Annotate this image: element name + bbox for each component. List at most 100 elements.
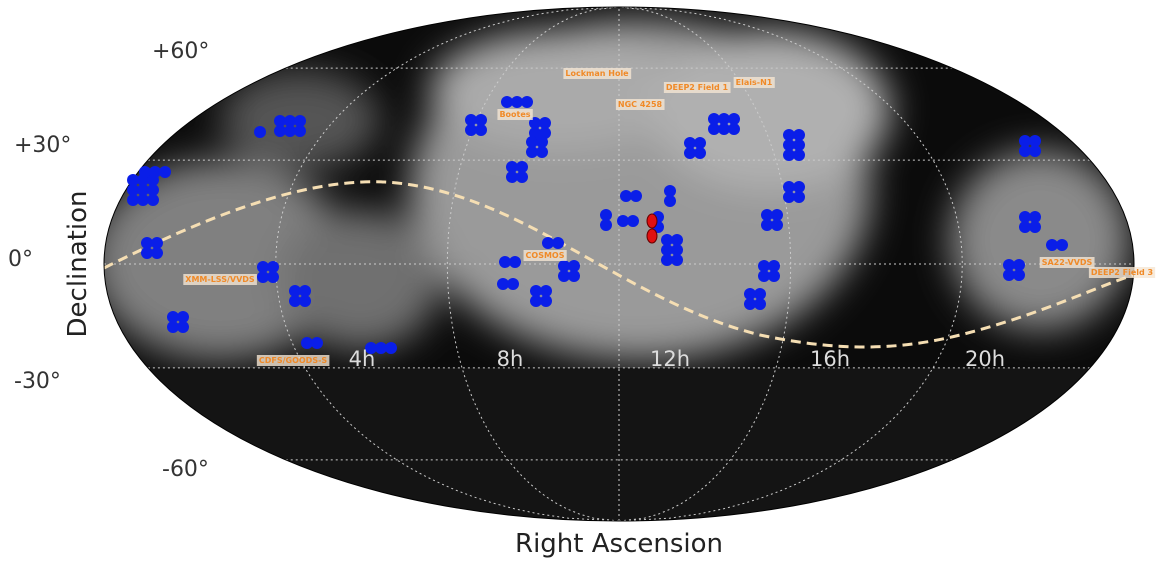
field-pointing <box>684 147 696 159</box>
field-pointing <box>365 342 377 354</box>
field-pointing <box>1046 239 1058 251</box>
field-label-background <box>663 82 731 93</box>
field-pointing <box>718 123 730 135</box>
field-pointing <box>141 237 153 249</box>
field-pointing <box>177 311 189 323</box>
field-pointing <box>475 124 487 136</box>
field-pointing <box>783 191 795 203</box>
dec-tick-label: -30° <box>14 369 61 394</box>
field-pointing <box>783 149 795 161</box>
field-pointing <box>507 278 519 290</box>
field-pointing <box>1029 135 1041 147</box>
field-pointing <box>1029 145 1041 157</box>
field-label: DEEP2 Field 1 <box>666 83 729 92</box>
x-axis-label: Right Ascension <box>515 529 723 559</box>
field-pointing <box>627 215 639 227</box>
field-pointing <box>1019 145 1031 157</box>
field-label: SA22-VVDS <box>1042 258 1093 267</box>
field-pointing <box>568 260 580 272</box>
field-label: CDFS/GOODS-S <box>259 356 328 365</box>
field-pointing <box>793 139 805 151</box>
ra-tick-label: 16h <box>810 347 850 371</box>
field-pointing <box>771 209 783 221</box>
field-pointing <box>793 149 805 161</box>
field-pointing <box>151 247 163 259</box>
field-pointing <box>289 285 301 297</box>
field-pointing <box>540 285 552 297</box>
field-pointing <box>758 270 770 282</box>
field-pointing <box>754 288 766 300</box>
field-pointing <box>708 123 720 135</box>
field-pointing <box>475 114 487 126</box>
field-pointing <box>536 136 548 148</box>
field-pointing <box>761 209 773 221</box>
field-label-background <box>523 250 567 261</box>
field-pointing <box>501 96 513 108</box>
field-pointing <box>694 147 706 159</box>
field-pointing <box>783 139 795 151</box>
field-pointing <box>149 166 161 178</box>
field-label: Elais-N1 <box>736 78 773 87</box>
highlight-pointing <box>646 213 658 229</box>
field-pointing <box>600 209 612 221</box>
field-label-background <box>615 99 665 110</box>
field-pointing <box>1013 259 1025 271</box>
field-pointing <box>758 260 770 272</box>
field-pointing <box>1019 221 1031 233</box>
field-pointing <box>664 195 676 207</box>
field-pointing <box>299 285 311 297</box>
field-pointing <box>530 285 542 297</box>
field-label-background <box>733 77 775 88</box>
field-pointing <box>147 194 159 206</box>
field-pointing <box>1029 211 1041 223</box>
survey-fields <box>127 96 1068 354</box>
field-pointing <box>793 129 805 141</box>
dec-tick-label: +30° <box>14 133 71 158</box>
field-pointing <box>159 166 171 178</box>
field-pointing <box>744 298 756 310</box>
field-pointing <box>274 115 286 127</box>
field-pointing <box>1019 211 1031 223</box>
field-pointing <box>294 115 306 127</box>
field-pointing <box>141 247 153 259</box>
field-label-background <box>497 109 533 120</box>
field-pointing <box>127 174 139 186</box>
field-label: XMM-LSS/VVDS <box>185 275 255 284</box>
field-pointing <box>465 114 477 126</box>
field-pointing <box>1003 269 1015 281</box>
field-pointing <box>661 234 673 246</box>
field-pointing <box>600 219 612 231</box>
field-pointing <box>793 191 805 203</box>
field-pointing <box>661 254 673 266</box>
field-pointing <box>516 161 528 173</box>
field-pointing <box>311 337 323 349</box>
field-pointing <box>671 234 683 246</box>
field-pointing <box>267 271 279 283</box>
field-pointing <box>684 137 696 149</box>
field-pointing <box>530 295 542 307</box>
field-pointing <box>257 271 269 283</box>
field-pointing <box>127 184 139 196</box>
field-pointing <box>284 125 296 137</box>
field-pointing <box>1003 259 1015 271</box>
field-pointing <box>728 123 740 135</box>
field-pointing <box>127 194 139 206</box>
ra-tick-label: 12h <box>650 347 690 371</box>
field-pointing <box>516 171 528 183</box>
field-pointing <box>506 171 518 183</box>
field-pointing <box>526 146 538 158</box>
field-pointing <box>301 337 313 349</box>
field-pointing <box>499 256 511 268</box>
field-pointing <box>1019 135 1031 147</box>
field-pointing <box>783 181 795 193</box>
field-pointing <box>1029 221 1041 233</box>
field-pointing <box>768 270 780 282</box>
field-pointing <box>375 342 387 354</box>
field-pointing <box>139 166 151 178</box>
field-pointing <box>540 295 552 307</box>
field-pointing <box>539 117 551 129</box>
field-pointing <box>267 261 279 273</box>
field-pointing <box>630 190 642 202</box>
y-axis-label: Declination <box>63 191 93 338</box>
